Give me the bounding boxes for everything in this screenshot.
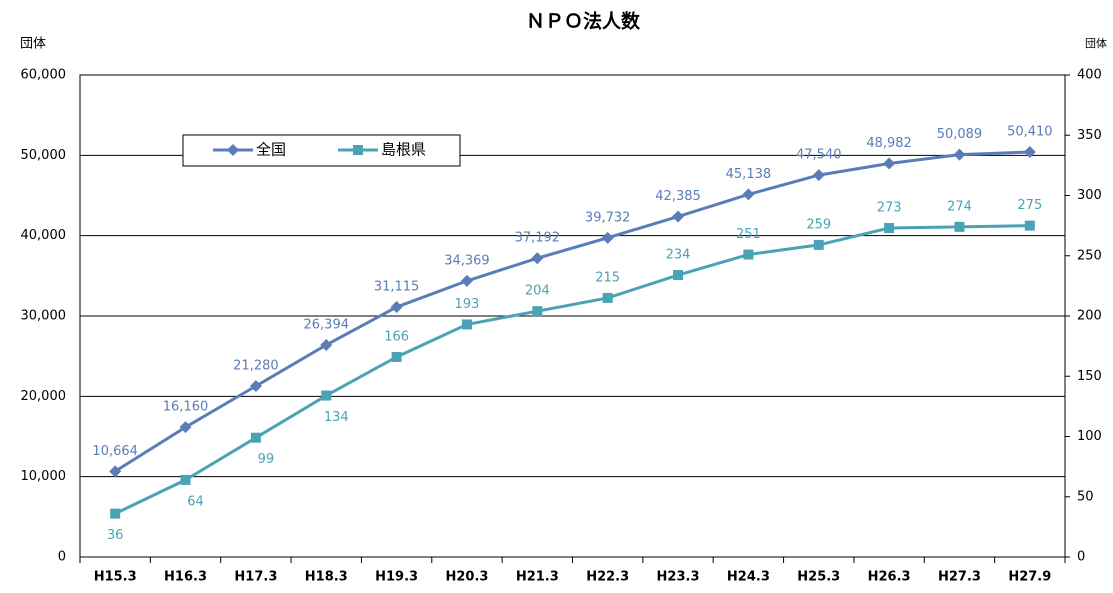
point-marker	[954, 221, 965, 232]
data-label: 251	[736, 227, 761, 242]
y-tick-label: 0	[58, 550, 66, 565]
y-tick-label: 10,000	[21, 469, 67, 484]
point-marker	[602, 292, 613, 303]
data-label: 45,138	[726, 167, 772, 182]
data-label: 31,115	[374, 280, 420, 295]
point-marker	[812, 169, 825, 182]
data-label: 273	[877, 201, 902, 216]
x-tick-label: H23.3	[657, 570, 700, 585]
y-axis-title: 団体	[20, 37, 46, 52]
point-marker	[180, 474, 191, 485]
legend-label: 島根県	[381, 141, 426, 159]
point-marker	[391, 351, 402, 362]
y-tick-label: 40,000	[21, 228, 67, 243]
x-tick-label: H24.3	[727, 570, 770, 585]
point-marker	[673, 270, 684, 281]
y2-tick-label: 300	[1077, 188, 1102, 203]
chart-title: ＮＰＯ法人数	[526, 10, 641, 33]
series-line	[114, 150, 1030, 473]
point-marker	[1024, 220, 1035, 231]
data-label: 275	[1017, 198, 1042, 213]
data-label: 99	[258, 452, 275, 467]
series-line	[114, 224, 1030, 515]
x-tick-label: H21.3	[516, 570, 559, 585]
x-tick-label: H16.3	[164, 570, 207, 585]
data-label: 36	[107, 528, 124, 543]
data-label: 48,982	[866, 136, 912, 151]
y-tick-label: 30,000	[21, 309, 67, 324]
legend-marker	[227, 144, 239, 156]
y2-tick-label: 250	[1077, 248, 1102, 263]
data-label: 16,160	[163, 400, 209, 415]
y2-tick-label: 0	[1077, 550, 1085, 565]
point-marker	[531, 252, 544, 265]
point-marker	[742, 188, 755, 201]
y2-tick-label: 400	[1077, 68, 1102, 83]
point-marker	[884, 223, 895, 234]
data-label: 39,732	[585, 210, 631, 225]
y-tick-label: 60,000	[21, 68, 67, 83]
x-tick-label: H20.3	[445, 570, 488, 585]
data-label: 134	[324, 410, 349, 425]
data-label: 64	[187, 494, 204, 509]
x-tick-label: H25.3	[797, 570, 840, 585]
data-label: 26,394	[304, 317, 350, 332]
x-tick-label: H17.3	[234, 570, 277, 585]
data-label: 234	[666, 248, 691, 263]
point-marker	[461, 319, 472, 330]
point-marker	[249, 380, 262, 393]
data-label: 47,540	[796, 148, 842, 163]
point-marker	[110, 508, 121, 519]
point-marker	[672, 210, 685, 223]
y2-tick-label: 200	[1077, 309, 1102, 324]
point-marker	[1023, 146, 1036, 159]
point-marker	[321, 390, 332, 401]
data-label: 50,089	[937, 127, 983, 142]
y2-axis-title: 団体	[1085, 36, 1107, 50]
point-marker	[460, 274, 473, 287]
x-tick-label: H27.3	[938, 570, 981, 585]
data-label: 193	[455, 297, 480, 312]
x-tick-label: H22.3	[586, 570, 629, 585]
data-label: 259	[806, 217, 831, 232]
y-tick-label: 20,000	[21, 389, 67, 404]
point-marker	[601, 231, 614, 244]
point-marker	[743, 249, 754, 260]
x-tick-label: H19.3	[375, 570, 418, 585]
x-tick-label: H15.3	[94, 570, 137, 585]
x-tick-label: H27.9	[1008, 570, 1051, 585]
data-label: 166	[384, 329, 409, 344]
point-marker	[179, 421, 192, 434]
y2-tick-label: 150	[1077, 369, 1102, 384]
x-tick-label: H18.3	[305, 570, 348, 585]
data-label: 215	[595, 270, 620, 285]
data-label: 274	[947, 199, 972, 214]
data-label: 50,410	[1007, 125, 1053, 140]
x-tick-label: H26.3	[868, 570, 911, 585]
data-label: 10,664	[92, 444, 138, 459]
data-label: 204	[525, 284, 550, 299]
data-label: 37,192	[515, 231, 561, 246]
point-marker	[953, 148, 966, 161]
point-marker	[390, 301, 403, 314]
point-marker	[532, 306, 543, 317]
point-marker	[320, 338, 333, 351]
data-label: 21,280	[233, 359, 279, 374]
point-marker	[813, 239, 824, 250]
legend-marker	[353, 145, 363, 155]
data-label: 34,369	[444, 253, 490, 268]
data-label: 42,385	[655, 189, 701, 204]
y2-tick-label: 50	[1077, 489, 1094, 504]
point-marker	[250, 432, 261, 443]
legend-label: 全国	[256, 141, 286, 159]
y2-tick-label: 100	[1077, 429, 1102, 444]
point-marker	[109, 465, 122, 478]
y-tick-label: 50,000	[21, 148, 67, 163]
point-marker	[883, 157, 896, 170]
y2-tick-label: 350	[1077, 128, 1102, 143]
